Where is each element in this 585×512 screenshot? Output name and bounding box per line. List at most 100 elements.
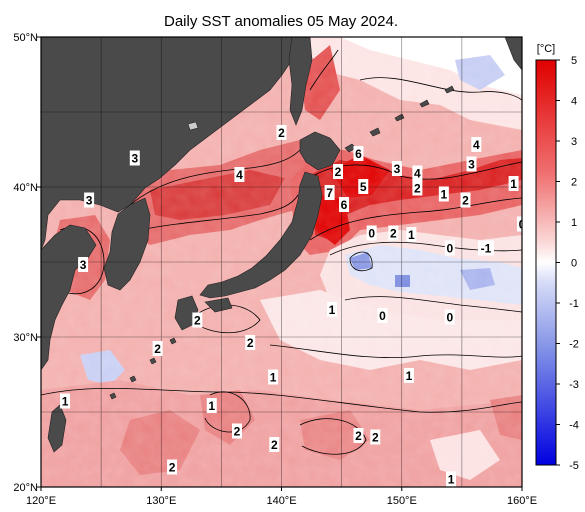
contour-label-text: 0 <box>368 227 375 241</box>
kamchatka <box>504 37 522 71</box>
contour-label: 5 <box>358 179 369 194</box>
asia-mainland <box>41 37 301 251</box>
colorbar-tick-label: -3 <box>569 379 579 391</box>
contour-label-text: 1 <box>62 395 69 409</box>
colorbar: [°C] 5 4 3 2 1 0 -1 -2 -3 -4 -5 <box>535 43 579 472</box>
contour-label: 2 <box>460 192 471 208</box>
contour-label: 2 <box>276 125 287 140</box>
contour-label-text: 1 <box>510 177 517 191</box>
colorbar-tick-label: 2 <box>571 177 577 189</box>
sakhalin <box>288 37 313 126</box>
contour-label-text: 1 <box>329 303 336 317</box>
contour-label-text: 4 <box>473 138 480 152</box>
contour-label: 2 <box>167 459 178 475</box>
contour-label-text: 3 <box>131 152 138 166</box>
contour-label: 2 <box>245 335 256 350</box>
contour-label-text: 6 <box>341 198 348 212</box>
contour-label-text: 3 <box>468 158 475 172</box>
contour-label: 4 <box>234 167 245 182</box>
y-tick-label: 40°N <box>13 182 38 194</box>
colorbar-tick-label: 4 <box>571 96 577 108</box>
contour-label: 2 <box>192 312 203 328</box>
contour-label: 2 <box>353 428 364 443</box>
colorbar-tick-label: -4 <box>569 420 579 432</box>
colorbar-tick-label: 1 <box>571 217 577 229</box>
contour-label-text: 3 <box>394 162 401 176</box>
contour-label: 2 <box>333 164 344 179</box>
contour-label: 4 <box>471 137 482 152</box>
contour-label: 2 <box>412 180 423 196</box>
contour-label-text: -1 <box>481 242 492 256</box>
colorbar-tick-label: 5 <box>571 55 577 67</box>
contour-label: 1 <box>406 227 417 242</box>
contour-label-text: 2 <box>169 461 176 475</box>
contour-label-text: 1 <box>406 369 413 383</box>
contour-label: 2 <box>269 437 280 452</box>
ryukyu-islands <box>109 337 177 400</box>
contour-label: 3 <box>84 192 95 208</box>
contour-label-text: 3 <box>86 194 93 208</box>
contour-label: 7 <box>324 185 335 200</box>
contour-label-text: 2 <box>271 438 278 452</box>
y-tick-label: 30°N <box>13 332 38 344</box>
contour-label-text: 2 <box>462 194 469 208</box>
contour-label-text: 0 <box>447 311 454 325</box>
contour-label: 2 <box>370 429 381 445</box>
x-axis: 120°E 130°E 140°E 150°E 160°E <box>26 487 537 507</box>
y-tick-label: 20°N <box>13 482 38 494</box>
contour-label-text: 5 <box>360 180 367 194</box>
kyushu <box>174 295 199 331</box>
contour-label: 1 <box>60 393 71 409</box>
contour-label-text: 4 <box>414 167 421 181</box>
contour-label: 0 <box>444 240 455 256</box>
contour-label-text: 2 <box>335 165 342 179</box>
lake-baikal-island <box>187 121 199 131</box>
contour-label: 3 <box>78 257 89 272</box>
contour-label: 1 <box>508 176 519 191</box>
x-tick-label: 160°E <box>507 495 537 507</box>
hokkaido <box>299 131 341 171</box>
x-tick-label: 120°E <box>26 495 56 507</box>
contour-label-text: 1 <box>448 473 455 487</box>
contour-label-text: 2 <box>194 314 201 328</box>
contour-label: 3 <box>391 161 402 176</box>
contour-label-text: 7 <box>326 186 333 200</box>
contour-label: 1 <box>268 369 279 385</box>
contour-label-text: 0 <box>379 309 386 323</box>
contour-label: 0 <box>377 308 388 323</box>
colorbar-tick-label: 0 <box>571 258 577 270</box>
colorbar-tick-label: -1 <box>569 298 579 310</box>
contour-label-text: 2 <box>278 126 285 140</box>
contour-label-text: 3 <box>80 258 87 272</box>
contour-label: 2 <box>152 341 163 356</box>
contour-label-text: 0 <box>447 242 454 256</box>
colorbar-tick-label: -2 <box>569 339 579 351</box>
colorbar-gradient <box>535 59 557 466</box>
contour-label: 6 <box>339 197 350 212</box>
korea-peninsula <box>103 197 151 291</box>
x-tick-label: 140°E <box>266 495 296 507</box>
contour-label: 2 <box>232 423 243 439</box>
contour-label-text: 1 <box>408 228 415 242</box>
contour-label-text: 2 <box>355 429 362 443</box>
contour-label-text: 4 <box>236 168 243 182</box>
contour-label: 0 <box>444 309 455 325</box>
contour-label-text: 2 <box>154 342 161 356</box>
contour-label: 3 <box>129 150 140 166</box>
colorbar-tick-label: 3 <box>571 136 577 148</box>
contour-label: 1 <box>403 368 414 383</box>
shikoku <box>204 297 233 313</box>
y-tick-label: 50°N <box>13 32 38 44</box>
contour-label: 0 <box>517 216 522 232</box>
contour-label-text: 2 <box>234 425 241 439</box>
contour-label: 6 <box>353 146 364 161</box>
contour-label-text: 1 <box>270 371 277 385</box>
contour-label-text: 2 <box>372 431 379 445</box>
contour-label: 1 <box>206 398 217 413</box>
figure-title: Daily SST anomalies 05 May 2024. <box>164 13 398 30</box>
contour-label: -1 <box>477 240 494 256</box>
contour-label-text: 6 <box>355 147 362 161</box>
